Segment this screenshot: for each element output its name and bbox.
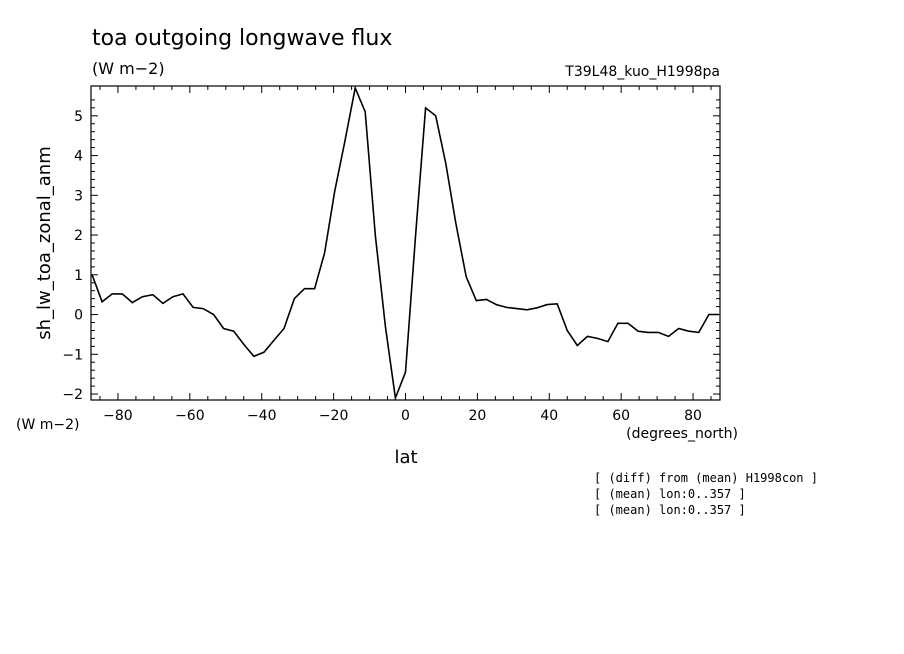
note-line-3: [ (mean) lon:0..357 ] (594, 503, 746, 517)
series-line (91, 85, 719, 402)
x-tick-label: 40 (540, 408, 558, 424)
y-tick-label: 3 (74, 188, 83, 204)
y-tick-label: 1 (74, 268, 83, 284)
x-tick-label: 60 (612, 408, 630, 424)
x-tick-label: 0 (401, 408, 410, 424)
chart-units: (W m−2) (92, 59, 165, 78)
x-tick-label: −60 (175, 408, 205, 424)
y-tick-label: 0 (74, 308, 83, 324)
y-tick-label: 4 (74, 149, 83, 165)
note-line-1: [ (diff) from (mean) H1998con ] (594, 471, 818, 485)
x-axis-units: (degrees_north) (626, 426, 738, 442)
axis-ticks (91, 86, 720, 400)
chart-title: toa outgoing longwave flux (92, 26, 392, 51)
x-tick-label: 80 (684, 408, 702, 424)
x-tick-label: 20 (468, 408, 486, 424)
x-tick-label: −80 (103, 408, 133, 424)
y-tick-label: 5 (74, 109, 83, 125)
y-axis-units: (W m−2) (16, 417, 80, 433)
y-tick-label: 2 (74, 228, 83, 244)
x-axis-label: lat (394, 447, 417, 468)
y-tick-labels: −2 −1 0 1 2 3 4 5 (62, 109, 83, 403)
y-tick-label: −1 (62, 347, 83, 363)
x-tick-label: −40 (247, 408, 277, 424)
note-line-2: [ (mean) lon:0..357 ] (594, 487, 746, 501)
x-tick-labels: −80 −60 −40 −20 0 20 40 60 80 (103, 408, 702, 424)
plot-frame (90, 85, 721, 401)
x-tick-label: −20 (319, 408, 349, 424)
y-axis-label: sh_lw_toa_zonal_anm (34, 146, 55, 339)
y-tick-label: −2 (62, 387, 83, 403)
run-label: T39L48_kuo_H1998pa (564, 64, 720, 80)
